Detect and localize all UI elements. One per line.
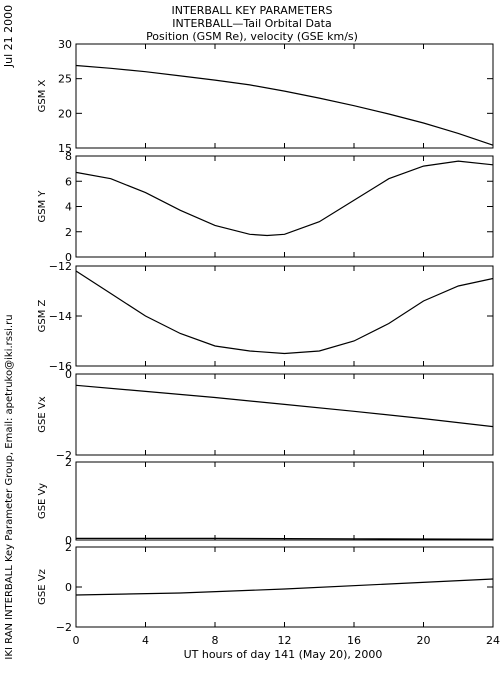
x-tick-label: 16	[347, 634, 361, 647]
y-axis-label: GSE Vy	[37, 483, 48, 519]
x-tick-label: 12	[278, 634, 292, 647]
x-tick-label: 24	[486, 634, 500, 647]
y-tick-label: 15	[58, 142, 72, 155]
y-tick-label: 20	[58, 107, 72, 120]
x-tick-label: 20	[417, 634, 431, 647]
y-axis-label: GSE Vx	[37, 396, 48, 432]
series-line	[75, 160, 494, 237]
y-tick-label: 8	[65, 150, 72, 163]
y-axis-label: GSM Z	[37, 299, 48, 332]
panel-3: −16 −14 −12 GSM Z	[37, 260, 494, 373]
y-axis-label: GSE Vz	[37, 569, 48, 605]
y-tick-label: 30	[58, 38, 72, 51]
y-tick-label: 0	[65, 534, 72, 547]
x-tick-label: 8	[212, 634, 219, 647]
y-tick-label: −2	[56, 449, 72, 462]
date-label: Jul 21 2000	[2, 5, 15, 68]
y-tick-label: 25	[58, 73, 72, 86]
series-line	[76, 537, 494, 540]
panel-frame	[75, 155, 494, 258]
y-tick-label: −12	[49, 260, 72, 273]
series-line	[75, 64, 494, 146]
panel-frame	[75, 546, 494, 628]
x-tick-label: 4	[142, 634, 149, 647]
x-tick-label: 0	[73, 634, 80, 647]
y-axis-label: GSM X	[37, 79, 48, 112]
credit-label: IKI RAN INTERBALL Key Parameter Group, E…	[4, 314, 15, 659]
y-tick-label: 0	[65, 581, 72, 594]
y-tick-label: −14	[49, 310, 72, 323]
y-axis-label: GSM Y	[37, 190, 48, 223]
panel-5: 0 2 GSE Vy	[37, 456, 494, 547]
title-line-2: INTERBALL—Tail Orbital Data	[172, 17, 331, 30]
y-tick-label: 2	[65, 456, 72, 469]
y-tick-label: −16	[49, 360, 72, 373]
panel-4: −2 0 GSE Vx	[37, 368, 494, 462]
y-tick-label: 0	[65, 251, 72, 264]
series-line	[75, 384, 494, 428]
x-axis-label: UT hours of day 141 (May 20), 2000	[184, 648, 383, 661]
panel-frame	[75, 373, 494, 456]
y-tick-label: 6	[65, 175, 72, 188]
panel-frame	[75, 265, 494, 367]
series-line	[75, 270, 494, 355]
y-tick-label: 0	[65, 368, 72, 381]
title-line-3: Position (GSM Re), velocity (GSE km/s)	[146, 30, 358, 43]
y-tick-label: 2	[65, 226, 72, 239]
panel-6: −2 0 2 GSE Vz	[37, 541, 494, 634]
panel-2: 0 2 4 6 8 GSM Y	[37, 150, 494, 264]
title-line-1: INTERBALL KEY PARAMETERS	[172, 4, 333, 17]
y-tick-label: −2	[56, 621, 72, 634]
panel-frame	[75, 43, 494, 149]
panel-frame	[75, 461, 494, 541]
y-tick-label: 4	[65, 201, 72, 214]
y-tick-label: 2	[65, 541, 72, 554]
series-line	[75, 578, 494, 596]
panel-1: 15 20 25 30 GSM X	[37, 38, 494, 155]
